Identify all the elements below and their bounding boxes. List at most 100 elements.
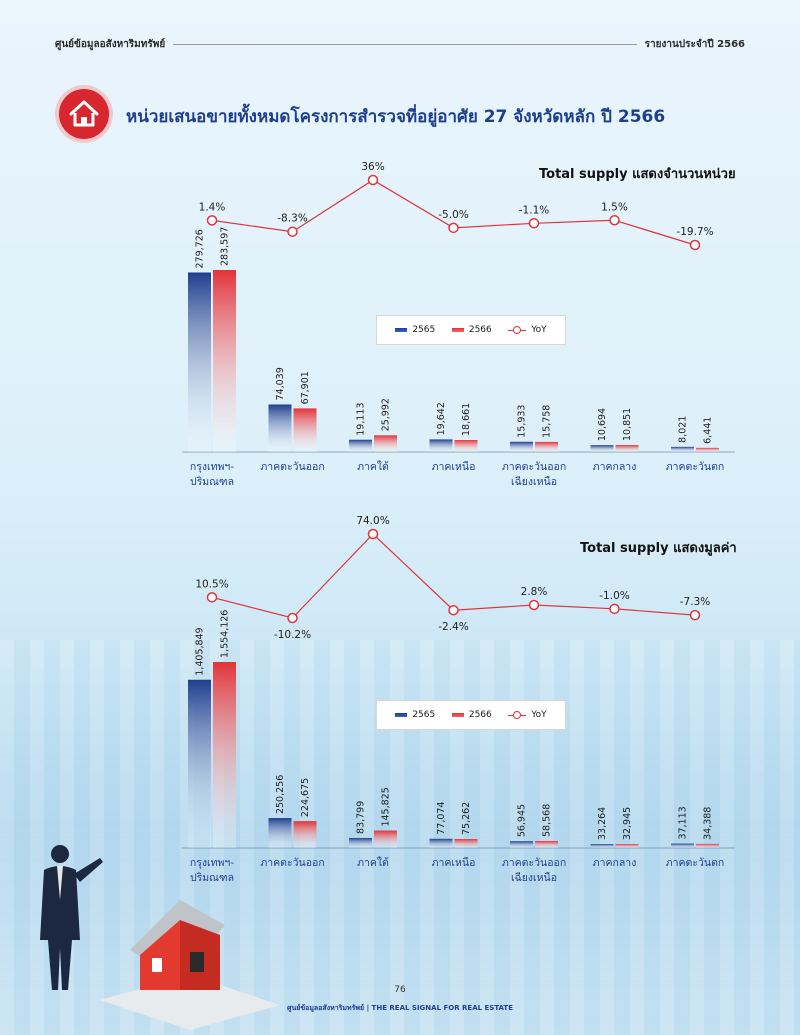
chart-1-legend: 2565 2566 YoY [376,315,566,345]
bar-2565 [268,404,292,452]
category-label: ภาคกลาง [593,857,637,869]
bar-value-label: 77,074 [436,802,447,835]
bar-value-label: 1,405,849 [195,627,206,675]
category-label: ภาคใต้ [357,460,389,473]
legend-item-2565: 2565 [395,710,435,720]
legend-item-2566: 2566 [451,710,492,720]
yoy-label: 10.5% [195,578,228,590]
yoy-label: 1.4% [199,201,226,213]
yoy-point [609,215,620,226]
bar-value-label: 34,388 [703,807,714,840]
bar-2565 [429,838,453,848]
header-org-name: ศูนย์ข้อมูลอสังหาริมทรัพย์ [55,38,166,50]
yoy-label: 2.8% [521,586,548,598]
legend-item-2566: 2566 [451,325,492,335]
yoy-label: -8.3% [277,213,307,225]
yoy-label: 1.5% [601,201,628,213]
bar-2566 [535,441,558,452]
bar-value-label: 15,933 [517,405,528,438]
yoy-point [287,226,298,237]
chart-2-title: Total supply แสดงมูลค่า [580,541,737,556]
bar-2566 [374,830,397,848]
chart-1-title: Total supply แสดงจำนวนหน่วย [539,167,736,182]
bar-2566 [696,447,719,452]
bar-2565 [671,843,694,848]
bar-2565 [349,837,372,848]
yoy-label: -5.0% [438,209,468,221]
page-number: 76 [394,985,406,995]
page-title: หน่วยเสนอขายทั้งหมดโครงการสำรวจที่อยู่อา… [126,107,666,127]
bar-value-label: 67,901 [300,371,311,404]
chart-2-legend: 2565 2566 YoY [376,700,566,730]
category-label: ภาคตะวันออก [502,461,566,473]
house-icon [59,89,109,139]
bar-value-label: 283,597 [220,227,231,266]
businessman-figure [40,845,103,990]
bar-value-label: 75,262 [461,802,472,835]
bar-2565 [188,679,211,848]
bar-value-label: 15,758 [542,405,553,438]
yoy-label: 74.0% [356,515,389,527]
legend-label-2565: 2565 [412,710,436,720]
yoy-label: -19.7% [676,226,713,238]
legend-label-yoy: YoY [531,710,547,720]
category-label: ภาคเหนือ [432,856,476,869]
bar-2565 [590,844,614,848]
bar-value-label: 83,799 [356,801,367,834]
category-label: ภาคตะวันออก [260,461,324,473]
category-label: เฉียงเหนือ [511,475,557,488]
yoy-point [448,604,459,616]
bar-2565 [671,446,694,452]
legend-label-2566: 2566 [468,325,492,335]
category-label: ปริมณฑล [190,476,234,488]
yoy-point [206,215,218,226]
yoy-point [287,612,298,624]
bar-2566 [615,844,639,848]
legend-item-2565: 2565 [395,325,435,335]
bar-2566 [535,840,558,848]
bar-value-label: 74,039 [275,367,286,400]
value-bar-chart: 1,405,849 1,554,126 กรุงเทพฯ- ปริมณฑล 250,25… [182,515,735,884]
bar-value-label: 279,726 [195,229,206,268]
category-label: ภาคใต้ [357,856,389,869]
bar-2565 [188,272,211,452]
header-divider [173,43,637,45]
yoy-label: -1.0% [599,590,629,602]
category-label: กรุงเทพฯ- [190,461,234,473]
yoy-label: 36% [361,161,384,173]
category-label: ปริมณฑล [190,872,234,884]
category-label: เฉียงเหนือ [511,871,557,884]
bar-value-label: 32,945 [622,807,633,840]
bar-2566 [454,838,478,848]
yoy-point [206,592,218,603]
businessman-and-house-illustration [40,845,280,1030]
yoy-label: -1.1% [519,204,549,216]
units-bar-chart: 279,726 283,597 กรุงเทพฯ- ปริมณฑล 74,039 67,9… [182,161,735,488]
bar-2565 [510,841,533,848]
bar-value-label: 8,021 [678,416,689,443]
bar-value-label: 10,694 [597,408,608,441]
bar-2566 [454,440,478,452]
category-label: ภาคเหนือ [432,460,476,473]
legend-item-yoy: YoY [508,710,547,720]
yoy-point [367,528,379,540]
yoy-point [689,239,701,251]
bar-value-label: 19,113 [356,402,367,435]
bar-2566 [293,821,317,848]
legend-label-2565: 2565 [412,325,436,335]
bar-2566 [696,843,719,848]
legend-item-yoy: YoY [508,325,547,335]
yoy-point [367,174,379,186]
bar-2566 [213,270,236,452]
legend-label-2566: 2566 [468,710,492,720]
bar-2565 [590,445,614,452]
bar-2565 [268,818,292,848]
bar-2565 [510,441,533,452]
bar-2565 [429,439,453,452]
bar-2565 [349,439,372,452]
footer-brand: ศูนย์ข้อมูลอสังหาริมทรัพย์ | THE REAL SI… [287,1004,513,1012]
bar-value-label: 250,256 [275,775,286,814]
yoy-point [609,603,620,615]
category-label: กรุงเทพฯ- [190,857,234,869]
category-label: ภาคตะวันออก [502,857,566,869]
